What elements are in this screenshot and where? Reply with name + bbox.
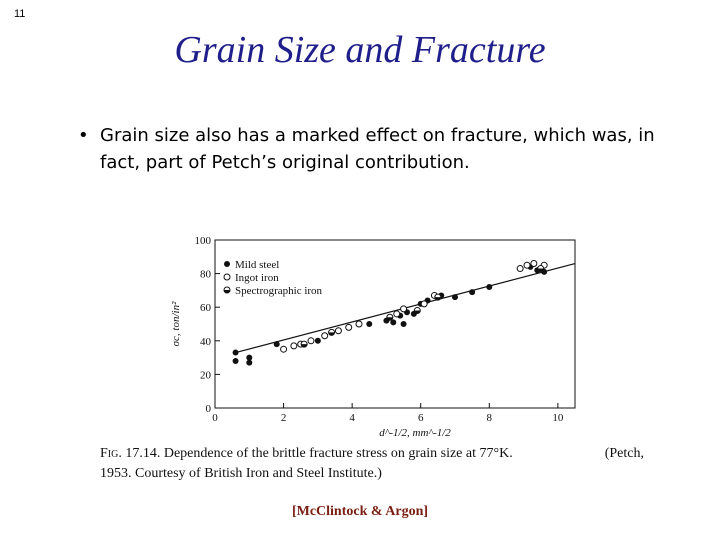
data-point: [280, 345, 288, 353]
y-axis-label: σc, ton/in²: [170, 301, 182, 346]
data-point: [232, 357, 239, 364]
legend-label: Mild steel: [235, 259, 279, 271]
data-point: [334, 327, 342, 335]
legend-marker: [224, 261, 230, 267]
data-point: [530, 260, 538, 268]
data-point: [420, 300, 428, 308]
x-tick-label: 6: [418, 412, 424, 424]
x-tick-label: 2: [281, 412, 287, 424]
figure-caption: Fig. 17.14. Dependence of the brittle fr…: [100, 444, 660, 484]
caption-credit: (Petch,: [604, 446, 644, 461]
data-point: [469, 289, 476, 296]
data-point: [486, 284, 493, 291]
y-tick-label: 20: [200, 369, 212, 381]
caption-line-2: 1953. Courtesy of British Iron and Steel…: [100, 466, 382, 481]
x-tick-label: 10: [552, 412, 564, 424]
marker-half: [224, 290, 230, 293]
chart-points: [232, 260, 548, 366]
data-point: [321, 332, 329, 340]
y-tick-label: 80: [200, 269, 212, 281]
source-citation: [McClintock & Argon]: [291, 504, 429, 519]
data-point: [290, 342, 298, 350]
data-point: [300, 340, 308, 348]
marker-half: [537, 268, 544, 272]
data-point: [434, 293, 442, 301]
marker-half: [328, 332, 335, 336]
data-point: [400, 305, 408, 313]
data-point: [537, 265, 545, 273]
data-point: [390, 319, 397, 326]
data-point: [314, 337, 321, 344]
data-point: [328, 328, 336, 336]
bullet-point: • Grain size also has a marked effect on…: [78, 122, 678, 176]
x-tick-label: 8: [487, 412, 493, 424]
data-point: [355, 320, 363, 328]
chart-axis-labels: d^-1/2, mm^-1/2 σc, ton/in²: [170, 301, 451, 439]
marker-half: [434, 297, 441, 301]
marker-half: [386, 317, 393, 321]
data-point: [345, 323, 353, 331]
data-point: [273, 341, 280, 348]
caption-figure-label: Fig. 17.14.: [100, 446, 161, 461]
data-point: [366, 321, 373, 327]
legend-marker: [223, 286, 231, 294]
bullet-dot-icon: •: [78, 125, 89, 146]
bullet-text: Grain size also has a marked effect on f…: [100, 125, 655, 173]
data-point: [452, 294, 458, 301]
data-point: [393, 310, 401, 318]
data-point: [386, 313, 394, 321]
caption-line-1: Dependence of the brittle fracture stres…: [163, 446, 513, 461]
x-axis-label: d^-1/2, mm^-1/2: [379, 427, 451, 439]
y-tick-label: 40: [200, 336, 212, 348]
plot-frame: [214, 239, 576, 409]
y-tick-label: 0: [206, 403, 212, 415]
data-point: [232, 349, 239, 356]
data-point: [246, 354, 253, 361]
data-point: [246, 359, 253, 366]
legend-label: Ingot iron: [235, 272, 279, 284]
data-point: [523, 261, 531, 269]
x-tick-label: 4: [349, 412, 355, 424]
data-point: [413, 307, 421, 315]
marker-half: [414, 310, 421, 314]
y-tick-label: 100: [195, 235, 212, 247]
slide-title: Grain Size and Fracture: [174, 29, 546, 71]
legend-label: Spectrographic iron: [235, 285, 323, 297]
data-point: [400, 321, 407, 327]
slide-number: 11: [14, 8, 26, 20]
x-tick-label: 0: [212, 412, 218, 424]
data-point: [516, 265, 524, 273]
y-tick-label: 60: [200, 302, 212, 314]
legend-marker: [223, 273, 231, 281]
data-point: [307, 337, 315, 345]
marker-half: [301, 344, 308, 348]
